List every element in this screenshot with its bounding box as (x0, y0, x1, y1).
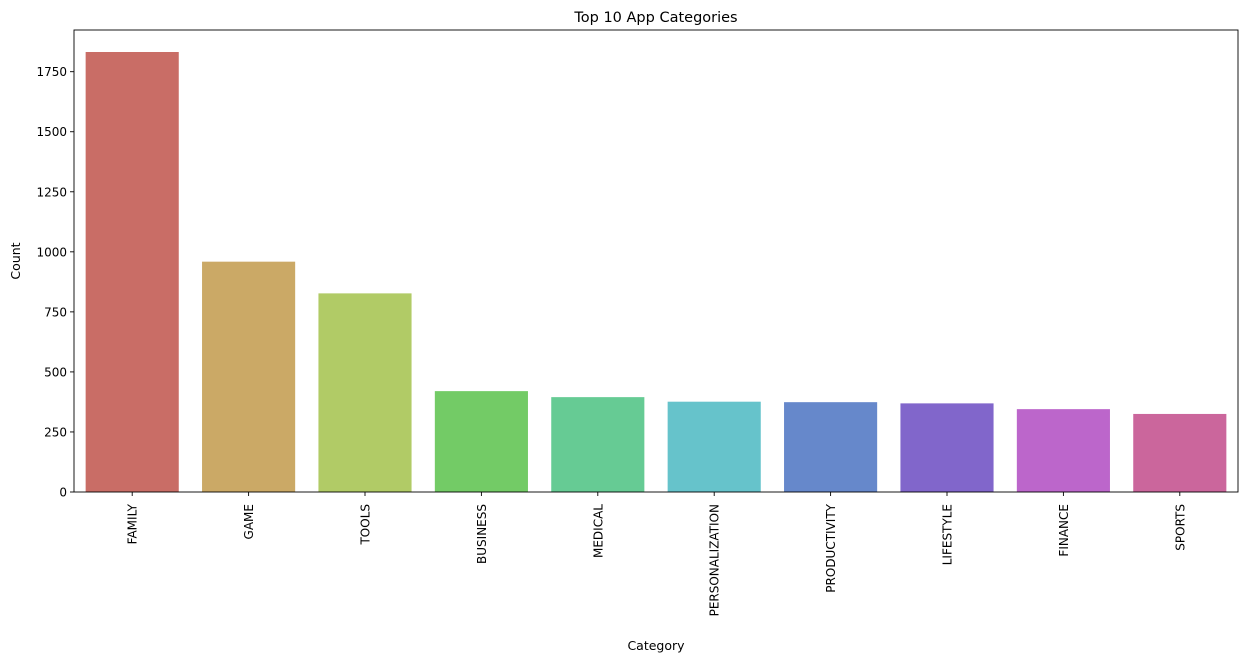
plot-frame (73, 29, 1239, 493)
y-axis-ticks: 0 250 500 750 1000 1250 1500 1750 (36, 65, 74, 500)
y-tick-label: 1750 (36, 65, 67, 79)
x-tick-label-tools: TOOLS (359, 504, 373, 546)
y-tick-label: 1250 (36, 185, 67, 199)
bars (85, 52, 1227, 492)
y-tick-label: 750 (44, 305, 67, 319)
bar-lifestyle (900, 403, 994, 492)
chart-title: Top 10 App Categories (573, 10, 737, 26)
y-tick-label: 250 (44, 425, 67, 439)
x-tick-label-medical: MEDICAL (591, 504, 605, 558)
x-tick-label-finance: FINANCE (1057, 504, 1071, 557)
y-tick-label: 1000 (36, 245, 67, 259)
bar-business (434, 391, 528, 492)
y-axis-label: Count (8, 242, 23, 279)
x-tick-label-business: BUSINESS (475, 504, 489, 564)
bar-finance (1016, 409, 1110, 492)
bar-game (202, 261, 296, 492)
bar-family (85, 52, 179, 492)
x-tick-label-game: GAME (242, 504, 256, 539)
x-tick-label-lifestyle: LIFESTYLE (941, 504, 955, 565)
bar-sports (1133, 413, 1227, 492)
bar-productivity (784, 402, 878, 492)
x-tick-label-productivity: PRODUCTIVITY (824, 503, 838, 592)
bar-personalization (667, 401, 761, 492)
y-tick-label: 500 (44, 365, 67, 379)
x-tick-label-personalization: PERSONALIZATION (708, 504, 722, 616)
x-tick-label-family: FAMILY (126, 503, 140, 544)
x-axis-ticks: FAMILY GAME TOOLS BUSINESS MEDICAL PERSONALIZ… (126, 492, 1187, 616)
y-tick-label: 0 (59, 486, 67, 500)
x-tick-label-sports: SPORTS (1173, 504, 1187, 551)
bar-medical (551, 397, 645, 492)
bar-tools (318, 293, 412, 492)
x-axis-label: Category (627, 638, 685, 653)
y-tick-label: 1500 (36, 125, 67, 139)
